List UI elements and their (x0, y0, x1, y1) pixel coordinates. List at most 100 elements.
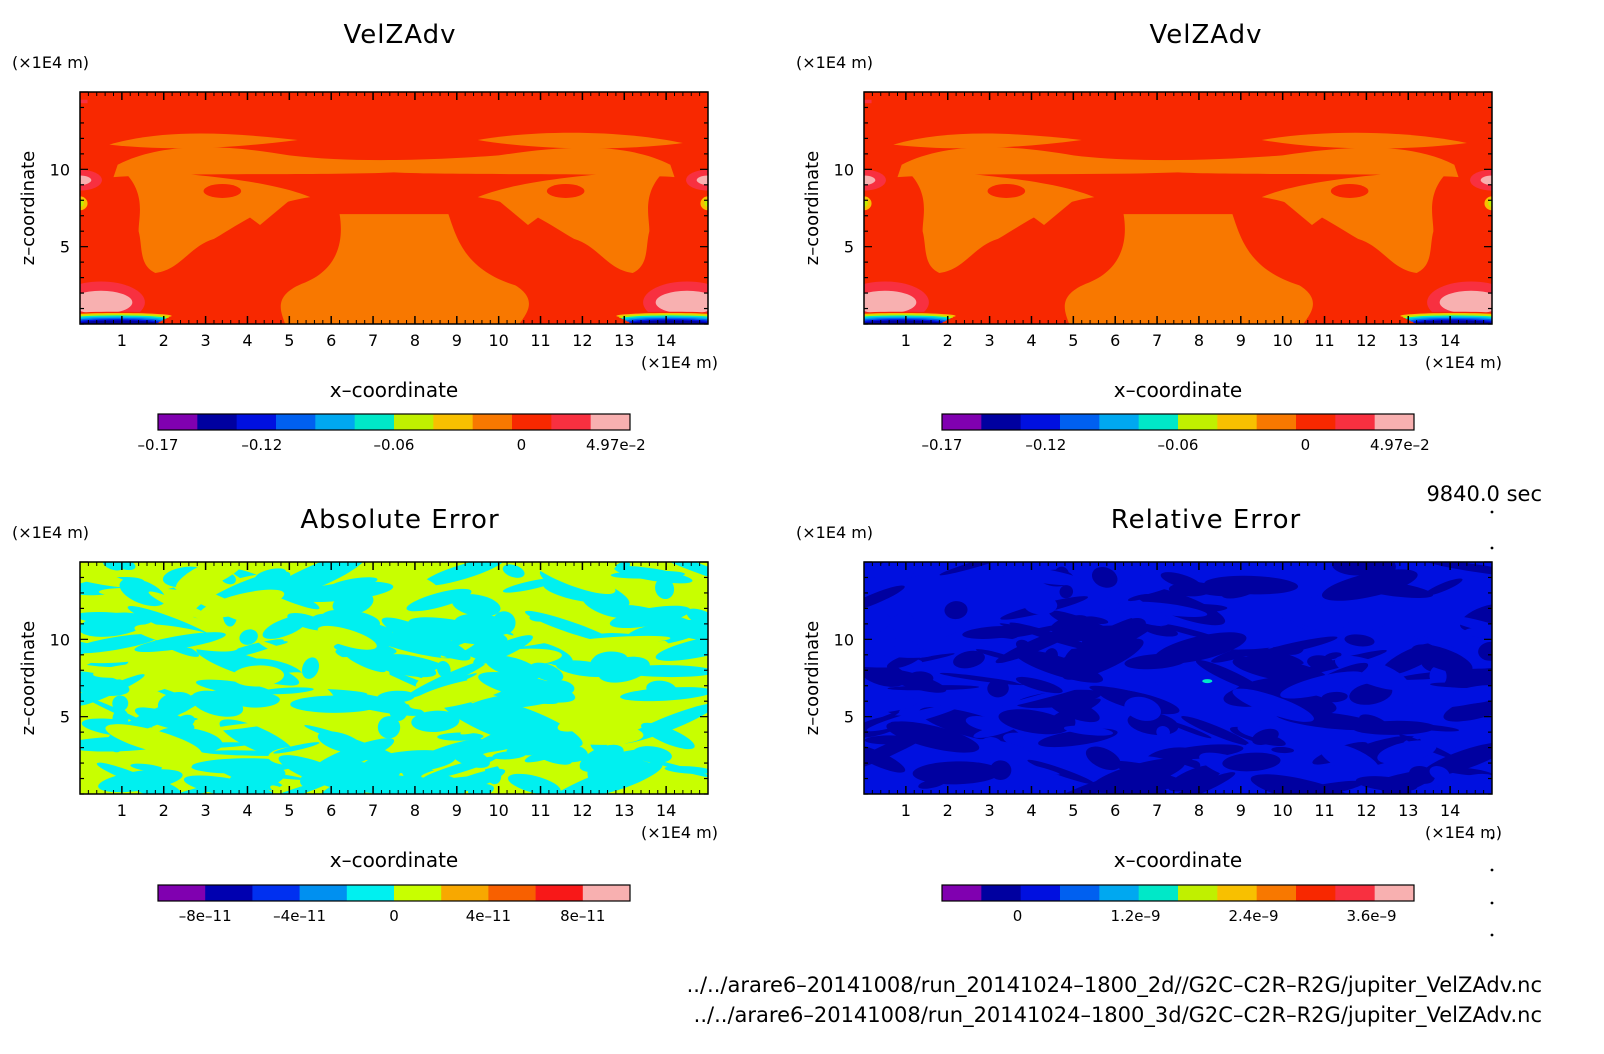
colorbar-swatch (236, 414, 277, 430)
colorbar-label: –8e–11 (179, 907, 232, 925)
relative-error-peak (1202, 679, 1213, 684)
plot-frame (79, 91, 709, 325)
x-tick-label: 8 (410, 331, 420, 350)
colorbar-label: 4e–11 (466, 907, 511, 925)
colorbar-label: –0.17 (922, 436, 963, 454)
velz-field (80, 92, 708, 324)
colorbar-velz-right (941, 413, 1415, 431)
colorbar-swatch (315, 414, 356, 430)
x-unit-label: (×1E4 m) (1425, 353, 1502, 372)
x-tick-label: 10 (488, 331, 508, 350)
time-label: 9840.0 sec (1426, 482, 1542, 506)
x-tick-label: 3 (985, 331, 995, 350)
colorbar-swatch (1020, 885, 1061, 901)
plot-frame (863, 561, 1493, 795)
colorbar-label: –0.06 (374, 436, 415, 454)
colorbar-swatch (582, 885, 631, 901)
marker-dot (1490, 510, 1494, 514)
y-axis-label: z–coordinate (802, 151, 823, 265)
x-tick-label: 13 (614, 331, 634, 350)
marker-dot (1490, 901, 1494, 905)
colorbar-swatch (1374, 885, 1415, 901)
colorbar-swatch (1217, 885, 1258, 901)
y-unit-label: (×1E4 m) (796, 523, 873, 542)
x-tick-label: 1 (117, 801, 127, 820)
x-tick-label: 10 (1272, 801, 1292, 820)
colorbar-label: 4.97e–2 (586, 436, 646, 454)
x-tick-label: 5 (284, 331, 294, 350)
y-tick-label: 10 (834, 160, 854, 179)
colorbar-swatch (433, 414, 474, 430)
y-tick-label: 5 (844, 238, 854, 257)
y-unit-label: (×1E4 m) (12, 523, 89, 542)
footer-path-2d: ../../arare6–20141008/run_20141024–1800_… (686, 973, 1542, 997)
x-axis-label: x–coordinate (1114, 378, 1243, 402)
x-tick-label: 6 (1110, 801, 1120, 820)
colorbar-swatch (197, 414, 238, 430)
colorbar-swatch (1296, 885, 1336, 901)
colorbar-swatch (1296, 414, 1336, 430)
footer-path-3d: ../../arare6–20141008/run_20141024–1800_… (693, 1003, 1542, 1027)
colorbar-swatch (394, 414, 434, 430)
colorbar-label: 8e–11 (560, 907, 605, 925)
x-tick-label: 14 (656, 801, 676, 820)
x-tick-label: 9 (452, 801, 462, 820)
colorbar-label: 3.6e–9 (1346, 907, 1396, 925)
x-tick-label: 11 (1314, 331, 1334, 350)
x-tick-label: 9 (1236, 331, 1246, 350)
x-tick-label: 12 (572, 331, 592, 350)
x-unit-label: (×1E4 m) (641, 823, 718, 842)
x-tick-label: 7 (368, 331, 378, 350)
colorbar-swatch (1138, 414, 1179, 430)
colorbar-label: –4e–11 (273, 907, 326, 925)
y-unit-label: (×1E4 m) (12, 53, 89, 72)
colorbar-swatch (394, 885, 442, 901)
colorbar-swatch (512, 414, 552, 430)
colorbar-swatch (590, 414, 631, 430)
x-tick-label: 6 (1110, 331, 1120, 350)
x-tick-label: 5 (284, 801, 294, 820)
x-tick-label: 7 (1152, 801, 1162, 820)
x-tick-label: 2 (159, 331, 169, 350)
x-tick-label: 11 (530, 801, 550, 820)
colorbar-swatch (299, 885, 348, 901)
panel-title-velz-right: VelZAdv (1149, 20, 1263, 50)
x-axis-label: x–coordinate (330, 848, 459, 872)
colorbar-swatch (1060, 414, 1100, 430)
colorbar-swatch (942, 885, 982, 901)
colorbar-swatch (1256, 414, 1297, 430)
y-tick-label: 5 (844, 708, 854, 727)
colorbar-swatch (1256, 885, 1297, 901)
colorbar-velz-left (157, 413, 631, 431)
colorbar-swatch (1099, 414, 1140, 430)
colorbar-swatch (1178, 885, 1218, 901)
colorbar-swatch (158, 885, 206, 901)
colorbar-swatch (472, 414, 513, 430)
x-tick-label: 14 (1440, 331, 1460, 350)
marker-dot (1490, 868, 1494, 872)
colorbar-label: –0.12 (241, 436, 282, 454)
marker-dot (1490, 836, 1494, 840)
colorbar-label: –0.06 (1158, 436, 1199, 454)
colorbar-swatch (981, 885, 1022, 901)
y-tick-label: 10 (50, 160, 70, 179)
panel-title-velz-left: VelZAdv (343, 20, 457, 50)
x-tick-label: 3 (201, 331, 211, 350)
colorbar-swatch (205, 885, 253, 901)
x-tick-label: 2 (943, 331, 953, 350)
colorbar-swatch (1099, 885, 1140, 901)
x-tick-label: 4 (242, 801, 252, 820)
colorbar-label: 0 (517, 436, 527, 454)
colorbar-label: 0 (1301, 436, 1311, 454)
x-unit-label: (×1E4 m) (1425, 823, 1502, 842)
x-tick-label: 12 (1356, 801, 1376, 820)
x-tick-label: 1 (901, 331, 911, 350)
x-tick-label: 5 (1068, 331, 1078, 350)
x-tick-label: 4 (1026, 331, 1036, 350)
x-tick-label: 3 (201, 801, 211, 820)
x-unit-label: (×1E4 m) (641, 353, 718, 372)
colorbar-swatch (942, 414, 982, 430)
colorbar-swatch (1060, 885, 1100, 901)
x-tick-label: 9 (452, 331, 462, 350)
